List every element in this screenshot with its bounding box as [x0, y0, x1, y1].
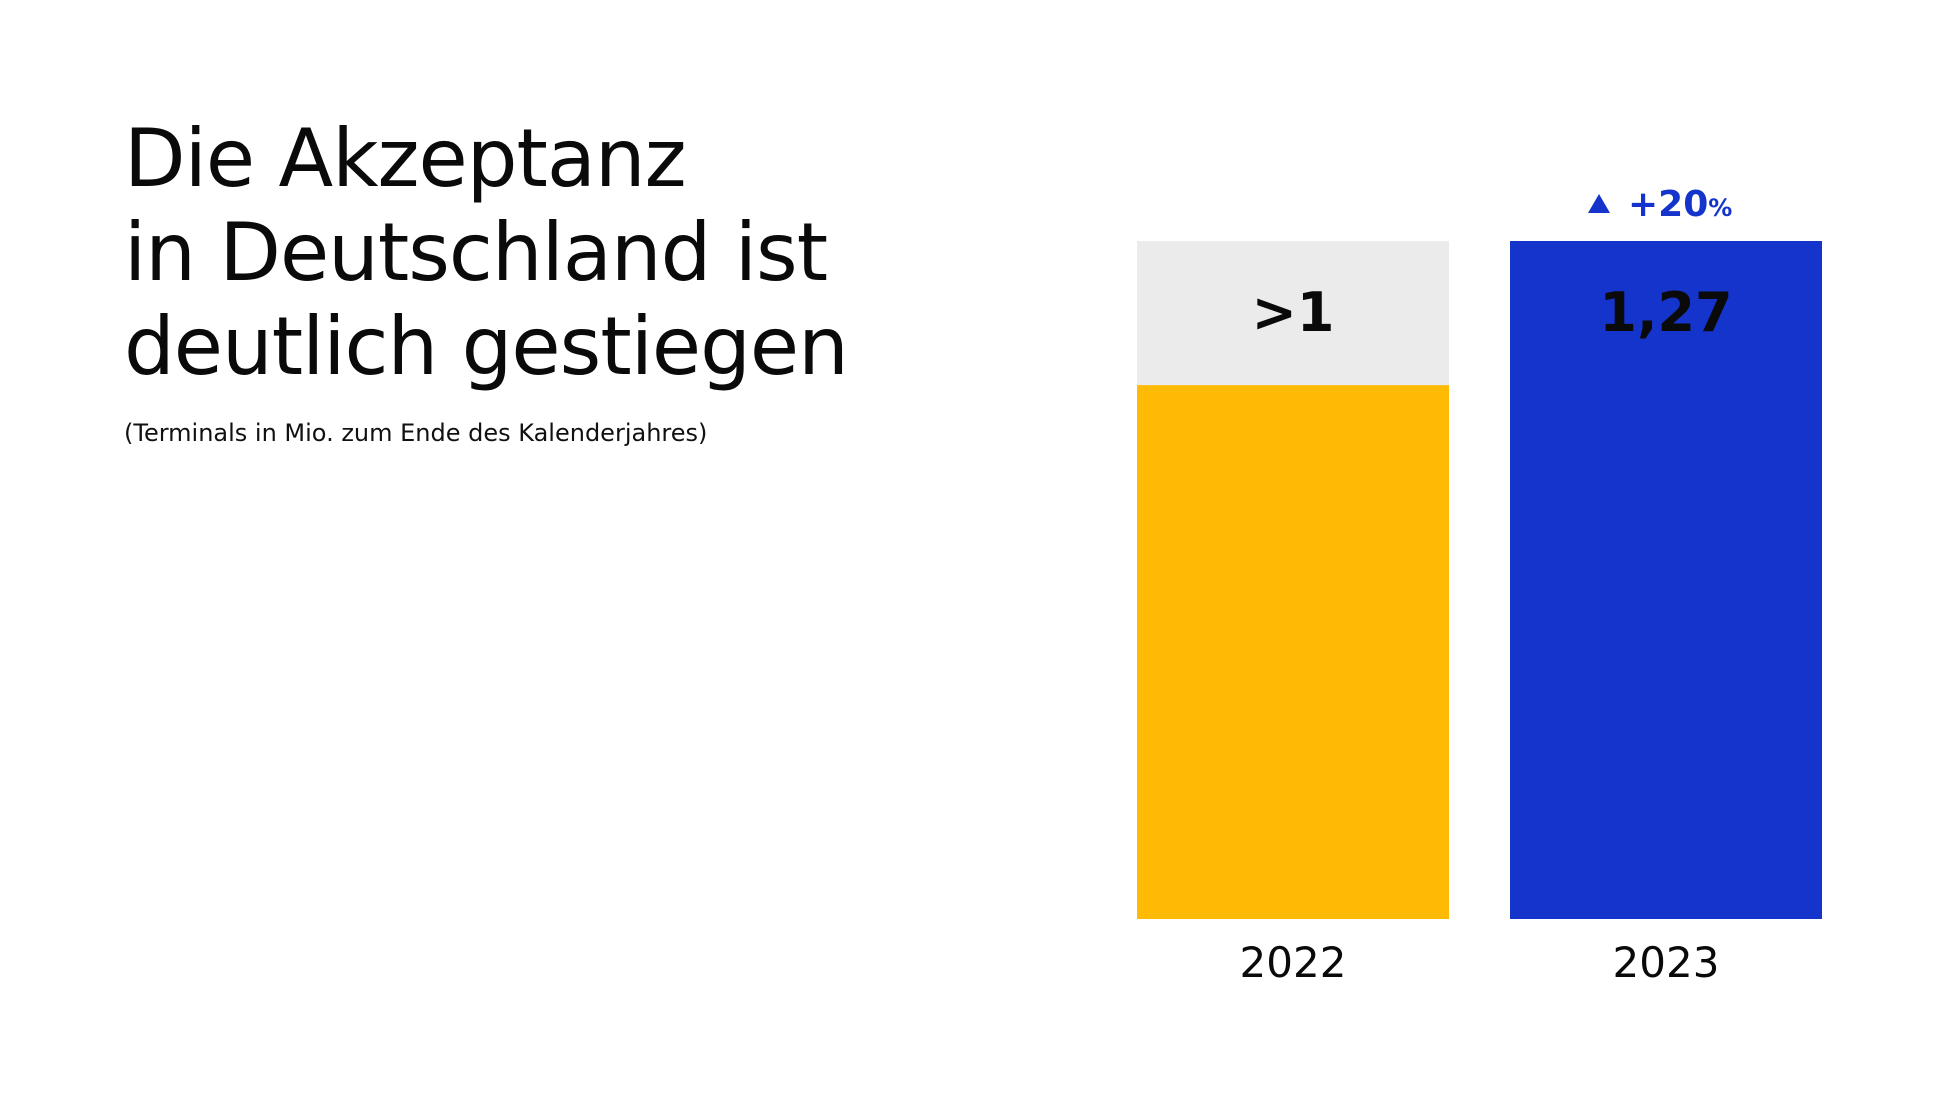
title-line-3: deutlich gestiegen	[124, 300, 849, 393]
change-value: +20	[1628, 184, 1708, 225]
data-label-2022: >1	[1252, 281, 1335, 344]
chart-subtitle: (Terminals in Mio. zum Ende des Kalender…	[124, 419, 708, 447]
title-line-1: Die Akzeptanz	[124, 112, 687, 205]
change-label: +20%	[1628, 184, 1732, 225]
title-line-2: in Deutschland ist	[124, 206, 828, 299]
change-unit: %	[1708, 194, 1732, 222]
tick-label-2022: 2022	[1240, 938, 1347, 987]
bar-2022	[1137, 385, 1449, 919]
data-label-2023: 1,27	[1599, 281, 1732, 344]
bar-2023	[1510, 241, 1822, 919]
tick-label-2023: 2023	[1613, 938, 1720, 987]
page-title: Die Akzeptanz in Deutschland ist deutlic…	[124, 112, 849, 394]
triangle-up-icon	[1588, 194, 1610, 213]
